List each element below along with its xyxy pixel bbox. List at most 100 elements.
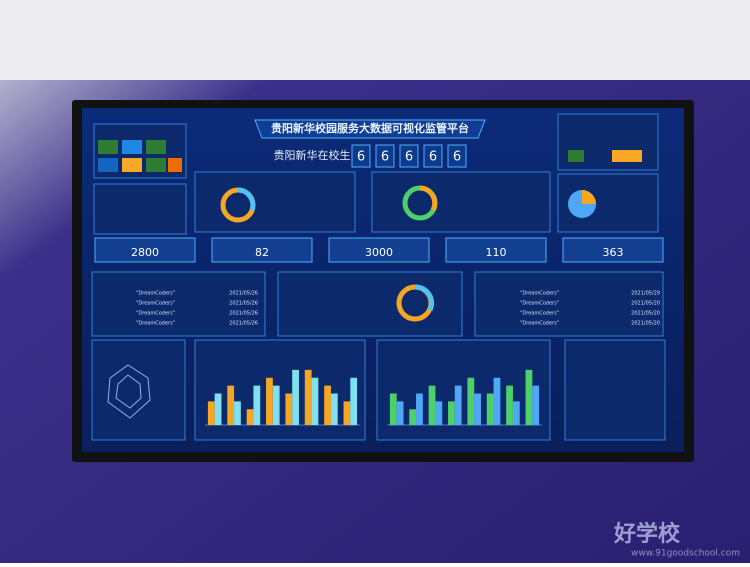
bar xyxy=(409,409,417,425)
digit-box xyxy=(423,144,443,168)
list-date: 2021/05/26 xyxy=(229,291,258,297)
digit-box xyxy=(399,144,419,168)
bar xyxy=(474,393,481,425)
tile xyxy=(612,150,642,162)
list-date: 2021/05/29 xyxy=(631,291,660,297)
ceiling xyxy=(0,0,750,80)
bar xyxy=(389,393,397,425)
pie-slice xyxy=(582,190,596,204)
list-date: 2021/05/20 xyxy=(631,301,660,307)
kpi-card xyxy=(562,237,664,263)
bar xyxy=(454,385,462,425)
panel xyxy=(564,339,666,441)
panel xyxy=(91,339,186,441)
kpi-value: 3000 xyxy=(365,246,393,259)
kpi-card xyxy=(211,237,313,263)
tile xyxy=(122,140,142,154)
digit: 6 xyxy=(405,150,413,165)
panel xyxy=(194,171,356,233)
bar xyxy=(428,385,436,425)
list-text: “DreamCoders” xyxy=(520,291,560,297)
tile xyxy=(146,140,166,154)
digit: 6 xyxy=(357,150,365,165)
list-text: “DreamCoders” xyxy=(520,321,560,327)
digit-box xyxy=(447,144,467,168)
bar xyxy=(416,393,423,425)
bar xyxy=(234,401,241,425)
bar xyxy=(285,393,293,425)
bar xyxy=(506,385,513,425)
bar xyxy=(486,393,494,425)
kpi-value: 2800 xyxy=(131,246,159,259)
tile xyxy=(168,158,182,172)
digit-box xyxy=(351,144,371,168)
bar xyxy=(448,401,455,425)
kpi-card xyxy=(445,237,547,263)
tile xyxy=(98,158,118,172)
list-date: 2021/05/20 xyxy=(631,311,660,317)
tile xyxy=(98,140,118,154)
bar xyxy=(343,401,351,425)
list-date: 2021/05/26 xyxy=(229,321,258,327)
digit-box xyxy=(375,144,395,168)
bar xyxy=(246,409,254,425)
kpi-value: 110 xyxy=(486,246,507,259)
bar xyxy=(214,393,222,425)
bar xyxy=(272,385,280,425)
list-date: 2021/05/20 xyxy=(631,321,660,327)
panel xyxy=(93,183,187,235)
bar xyxy=(292,369,299,425)
bar xyxy=(253,385,261,425)
bar xyxy=(435,401,443,425)
list-date: 2021/05/26 xyxy=(229,301,258,307)
list-text: “DreamCoders” xyxy=(520,311,560,317)
title: 贵阳新华校园服务大数据可视化监管平台 xyxy=(271,121,469,135)
bar xyxy=(266,377,273,425)
bar xyxy=(512,401,520,425)
watermark-url: www.91goodschool.com xyxy=(631,549,740,559)
kpi-value: 82 xyxy=(255,246,269,259)
bar xyxy=(525,369,533,425)
watermark-brand: 好学校 xyxy=(613,521,681,547)
digit: 6 xyxy=(381,150,389,165)
digit: 6 xyxy=(453,150,461,165)
panel xyxy=(91,271,266,337)
kpi-card xyxy=(328,237,430,263)
donut-arc xyxy=(237,187,256,211)
donut-arc xyxy=(414,284,435,312)
bar xyxy=(207,401,215,425)
radar xyxy=(115,374,142,409)
list-text: “DreamCoders” xyxy=(136,301,176,307)
bar xyxy=(330,393,338,425)
tile xyxy=(146,158,166,172)
radar xyxy=(107,364,151,419)
bar xyxy=(396,401,404,425)
tile xyxy=(122,158,142,172)
kpi-card xyxy=(94,237,196,263)
bar xyxy=(304,369,312,425)
bar xyxy=(532,385,540,425)
bar xyxy=(493,377,501,425)
kpi-value: 363 xyxy=(603,246,624,259)
bar xyxy=(311,377,319,425)
students-label: 贵阳新华在校生 xyxy=(274,148,351,162)
list-date: 2021/05/26 xyxy=(229,311,258,317)
tile xyxy=(568,150,584,162)
title-banner xyxy=(254,119,486,139)
bar xyxy=(227,385,235,425)
bar xyxy=(324,385,331,425)
bar xyxy=(350,377,358,425)
donut-arc xyxy=(419,185,438,212)
bar xyxy=(467,377,475,425)
list-text: “DreamCoders” xyxy=(520,301,560,307)
list-text: “DreamCoders” xyxy=(136,311,176,317)
list-text: “DreamCoders” xyxy=(136,291,176,297)
panel xyxy=(371,171,551,233)
panel xyxy=(376,339,551,441)
panel xyxy=(277,271,463,337)
list-text: “DreamCoders” xyxy=(136,321,176,327)
panel xyxy=(474,271,664,337)
digit: 6 xyxy=(429,150,437,165)
